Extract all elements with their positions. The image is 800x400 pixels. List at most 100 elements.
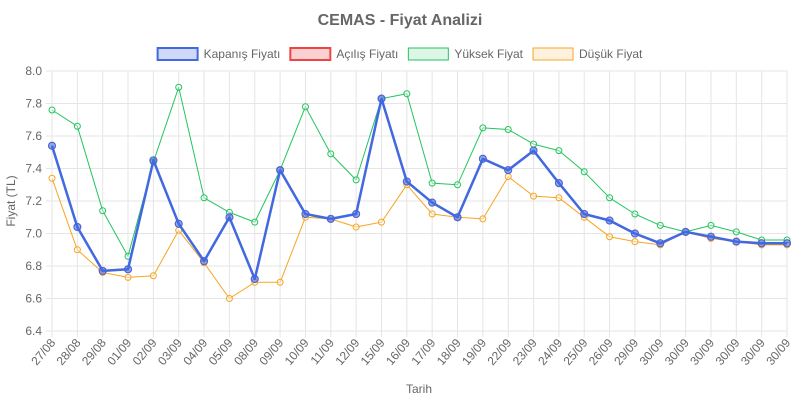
x-tick-label: 25/09	[561, 336, 591, 368]
x-tick-label: 15/09	[358, 336, 388, 368]
data-point[interactable]	[454, 181, 462, 189]
data-point[interactable]	[98, 266, 107, 275]
x-tick-label: 08/09	[231, 336, 261, 368]
data-point[interactable]	[251, 218, 259, 226]
legend-swatch	[407, 47, 449, 61]
x-tick-label: 03/09	[155, 336, 185, 368]
x-tick-label: 22/09	[484, 336, 514, 368]
data-point[interactable]	[73, 246, 81, 254]
data-point[interactable]	[606, 194, 614, 202]
data-point[interactable]	[656, 221, 664, 229]
data-point[interactable]	[225, 213, 234, 222]
data-point[interactable]	[200, 194, 208, 202]
data-point[interactable]	[377, 218, 385, 226]
data-point[interactable]	[352, 210, 361, 218]
data-point[interactable]	[732, 228, 740, 236]
x-tick-label: 11/09	[308, 336, 338, 368]
y-tick-label: 6.4	[25, 324, 42, 338]
x-tick-label: 01/09	[104, 336, 134, 368]
legend-item[interactable]: Yüksek Fiyat	[407, 47, 524, 61]
x-tick-label: 30/09	[662, 336, 692, 368]
data-point[interactable]	[453, 213, 462, 222]
data-point[interactable]	[504, 126, 512, 133]
data-point[interactable]	[301, 210, 310, 218]
data-point[interactable]	[707, 221, 715, 229]
data-point[interactable]	[706, 232, 715, 241]
x-tick-label: 17/09	[408, 336, 438, 368]
legend-item[interactable]: Açılış Fiyatı	[289, 47, 398, 61]
data-point[interactable]	[276, 166, 285, 175]
data-point[interactable]	[554, 179, 563, 188]
data-point[interactable]	[402, 177, 411, 186]
data-point[interactable]	[200, 257, 209, 266]
legend-label: Yüksek Fiyat	[454, 47, 523, 61]
data-point[interactable]	[530, 192, 538, 200]
data-point[interactable]	[428, 198, 437, 207]
data-point[interactable]	[630, 229, 639, 238]
x-tick-label: 24/09	[535, 336, 565, 368]
data-point[interactable]	[73, 223, 82, 231]
x-tick-label: 27/08	[28, 336, 58, 368]
data-point[interactable]	[757, 239, 766, 248]
data-point[interactable]	[352, 223, 360, 231]
data-point[interactable]	[225, 295, 233, 302]
data-point[interactable]	[352, 176, 360, 184]
data-point[interactable]	[301, 103, 309, 111]
data-point[interactable]	[326, 214, 335, 223]
data-point[interactable]	[403, 90, 411, 98]
legend-item[interactable]: Kapanış Fiyatı	[156, 47, 281, 61]
data-point[interactable]	[631, 210, 639, 218]
data-point[interactable]	[73, 122, 81, 130]
data-point[interactable]	[529, 146, 538, 155]
data-point[interactable]	[377, 94, 386, 103]
legend-item[interactable]: Düşük Fiyat	[532, 47, 643, 61]
data-point[interactable]	[174, 219, 183, 228]
data-point[interactable]	[250, 275, 259, 283]
data-point[interactable]	[580, 168, 588, 176]
data-point[interactable]	[478, 154, 487, 163]
series-line	[51, 176, 787, 299]
data-point[interactable]	[555, 147, 563, 155]
y-tick-label: 6.8	[25, 259, 42, 273]
y-tick-label: 8.0	[25, 64, 42, 78]
data-point[interactable]	[530, 140, 538, 148]
data-point[interactable]	[99, 207, 107, 215]
data-point[interactable]	[605, 216, 614, 225]
x-tick-label: 02/09	[130, 336, 160, 368]
data-point[interactable]	[149, 272, 157, 280]
data-point[interactable]	[428, 179, 436, 187]
data-point[interactable]	[504, 173, 512, 181]
data-point[interactable]	[149, 156, 158, 165]
data-point[interactable]	[783, 239, 791, 248]
data-point[interactable]	[606, 233, 614, 241]
data-point[interactable]	[48, 106, 56, 114]
data-point[interactable]	[428, 210, 436, 218]
data-point[interactable]	[479, 124, 487, 132]
grid	[46, 70, 788, 337]
series-1	[48, 94, 791, 283]
data-point[interactable]	[555, 194, 563, 202]
data-point[interactable]	[631, 238, 639, 246]
legend-swatch	[156, 47, 199, 61]
y-tick-label: 7.0	[25, 227, 42, 241]
data-point[interactable]	[327, 150, 335, 158]
data-point[interactable]	[681, 227, 690, 236]
data-point[interactable]	[48, 141, 56, 150]
legend[interactable]: Kapanış Fiyatı Açılış Fiyatı Yüksek Fiyat D…	[156, 47, 643, 61]
x-tick-label: 19/09	[459, 336, 489, 368]
data-point[interactable]	[124, 273, 132, 281]
y-axis-title: Fiyat (TL)	[4, 175, 18, 226]
legend-label: Düşük Fiyat	[579, 47, 643, 61]
data-point[interactable]	[732, 237, 741, 246]
data-point[interactable]	[124, 265, 133, 274]
data-point[interactable]	[479, 215, 487, 223]
data-point[interactable]	[175, 83, 183, 91]
data-point[interactable]	[580, 210, 589, 218]
data-point[interactable]	[276, 278, 284, 286]
data-point[interactable]	[504, 166, 513, 175]
x-tick-label: 16/09	[383, 336, 413, 368]
data-point[interactable]	[656, 239, 665, 248]
chart-title: CEMAS - Fiyat Analizi	[318, 12, 483, 29]
data-point[interactable]	[48, 174, 56, 182]
x-axis-title: Tarih	[406, 382, 432, 396]
